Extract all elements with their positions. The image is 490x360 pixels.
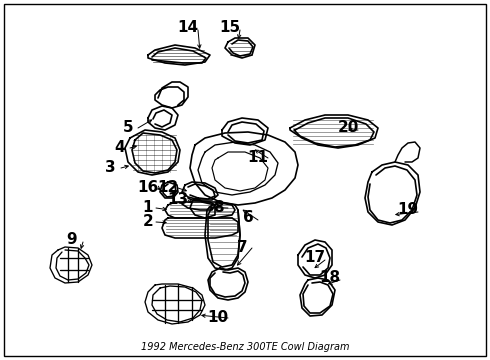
Text: 20: 20: [337, 121, 359, 135]
Text: 13: 13: [168, 193, 189, 207]
Text: 17: 17: [304, 251, 325, 266]
Text: 11: 11: [247, 150, 269, 166]
Text: 18: 18: [319, 270, 341, 285]
Text: 19: 19: [397, 202, 418, 217]
Text: 1992 Mercedes-Benz 300TE Cowl Diagram: 1992 Mercedes-Benz 300TE Cowl Diagram: [141, 342, 349, 352]
Text: 6: 6: [243, 211, 253, 225]
Text: 12: 12: [157, 180, 179, 195]
Text: 9: 9: [67, 233, 77, 248]
Text: 14: 14: [177, 21, 198, 36]
Text: 5: 5: [122, 121, 133, 135]
Text: 3: 3: [105, 161, 115, 175]
Text: 4: 4: [115, 140, 125, 156]
Text: 7: 7: [237, 240, 247, 256]
Text: 15: 15: [220, 21, 241, 36]
Text: 16: 16: [137, 180, 159, 195]
Text: 8: 8: [213, 201, 223, 216]
Text: 1: 1: [143, 201, 153, 216]
Text: 2: 2: [143, 215, 153, 230]
Text: 10: 10: [207, 310, 228, 325]
